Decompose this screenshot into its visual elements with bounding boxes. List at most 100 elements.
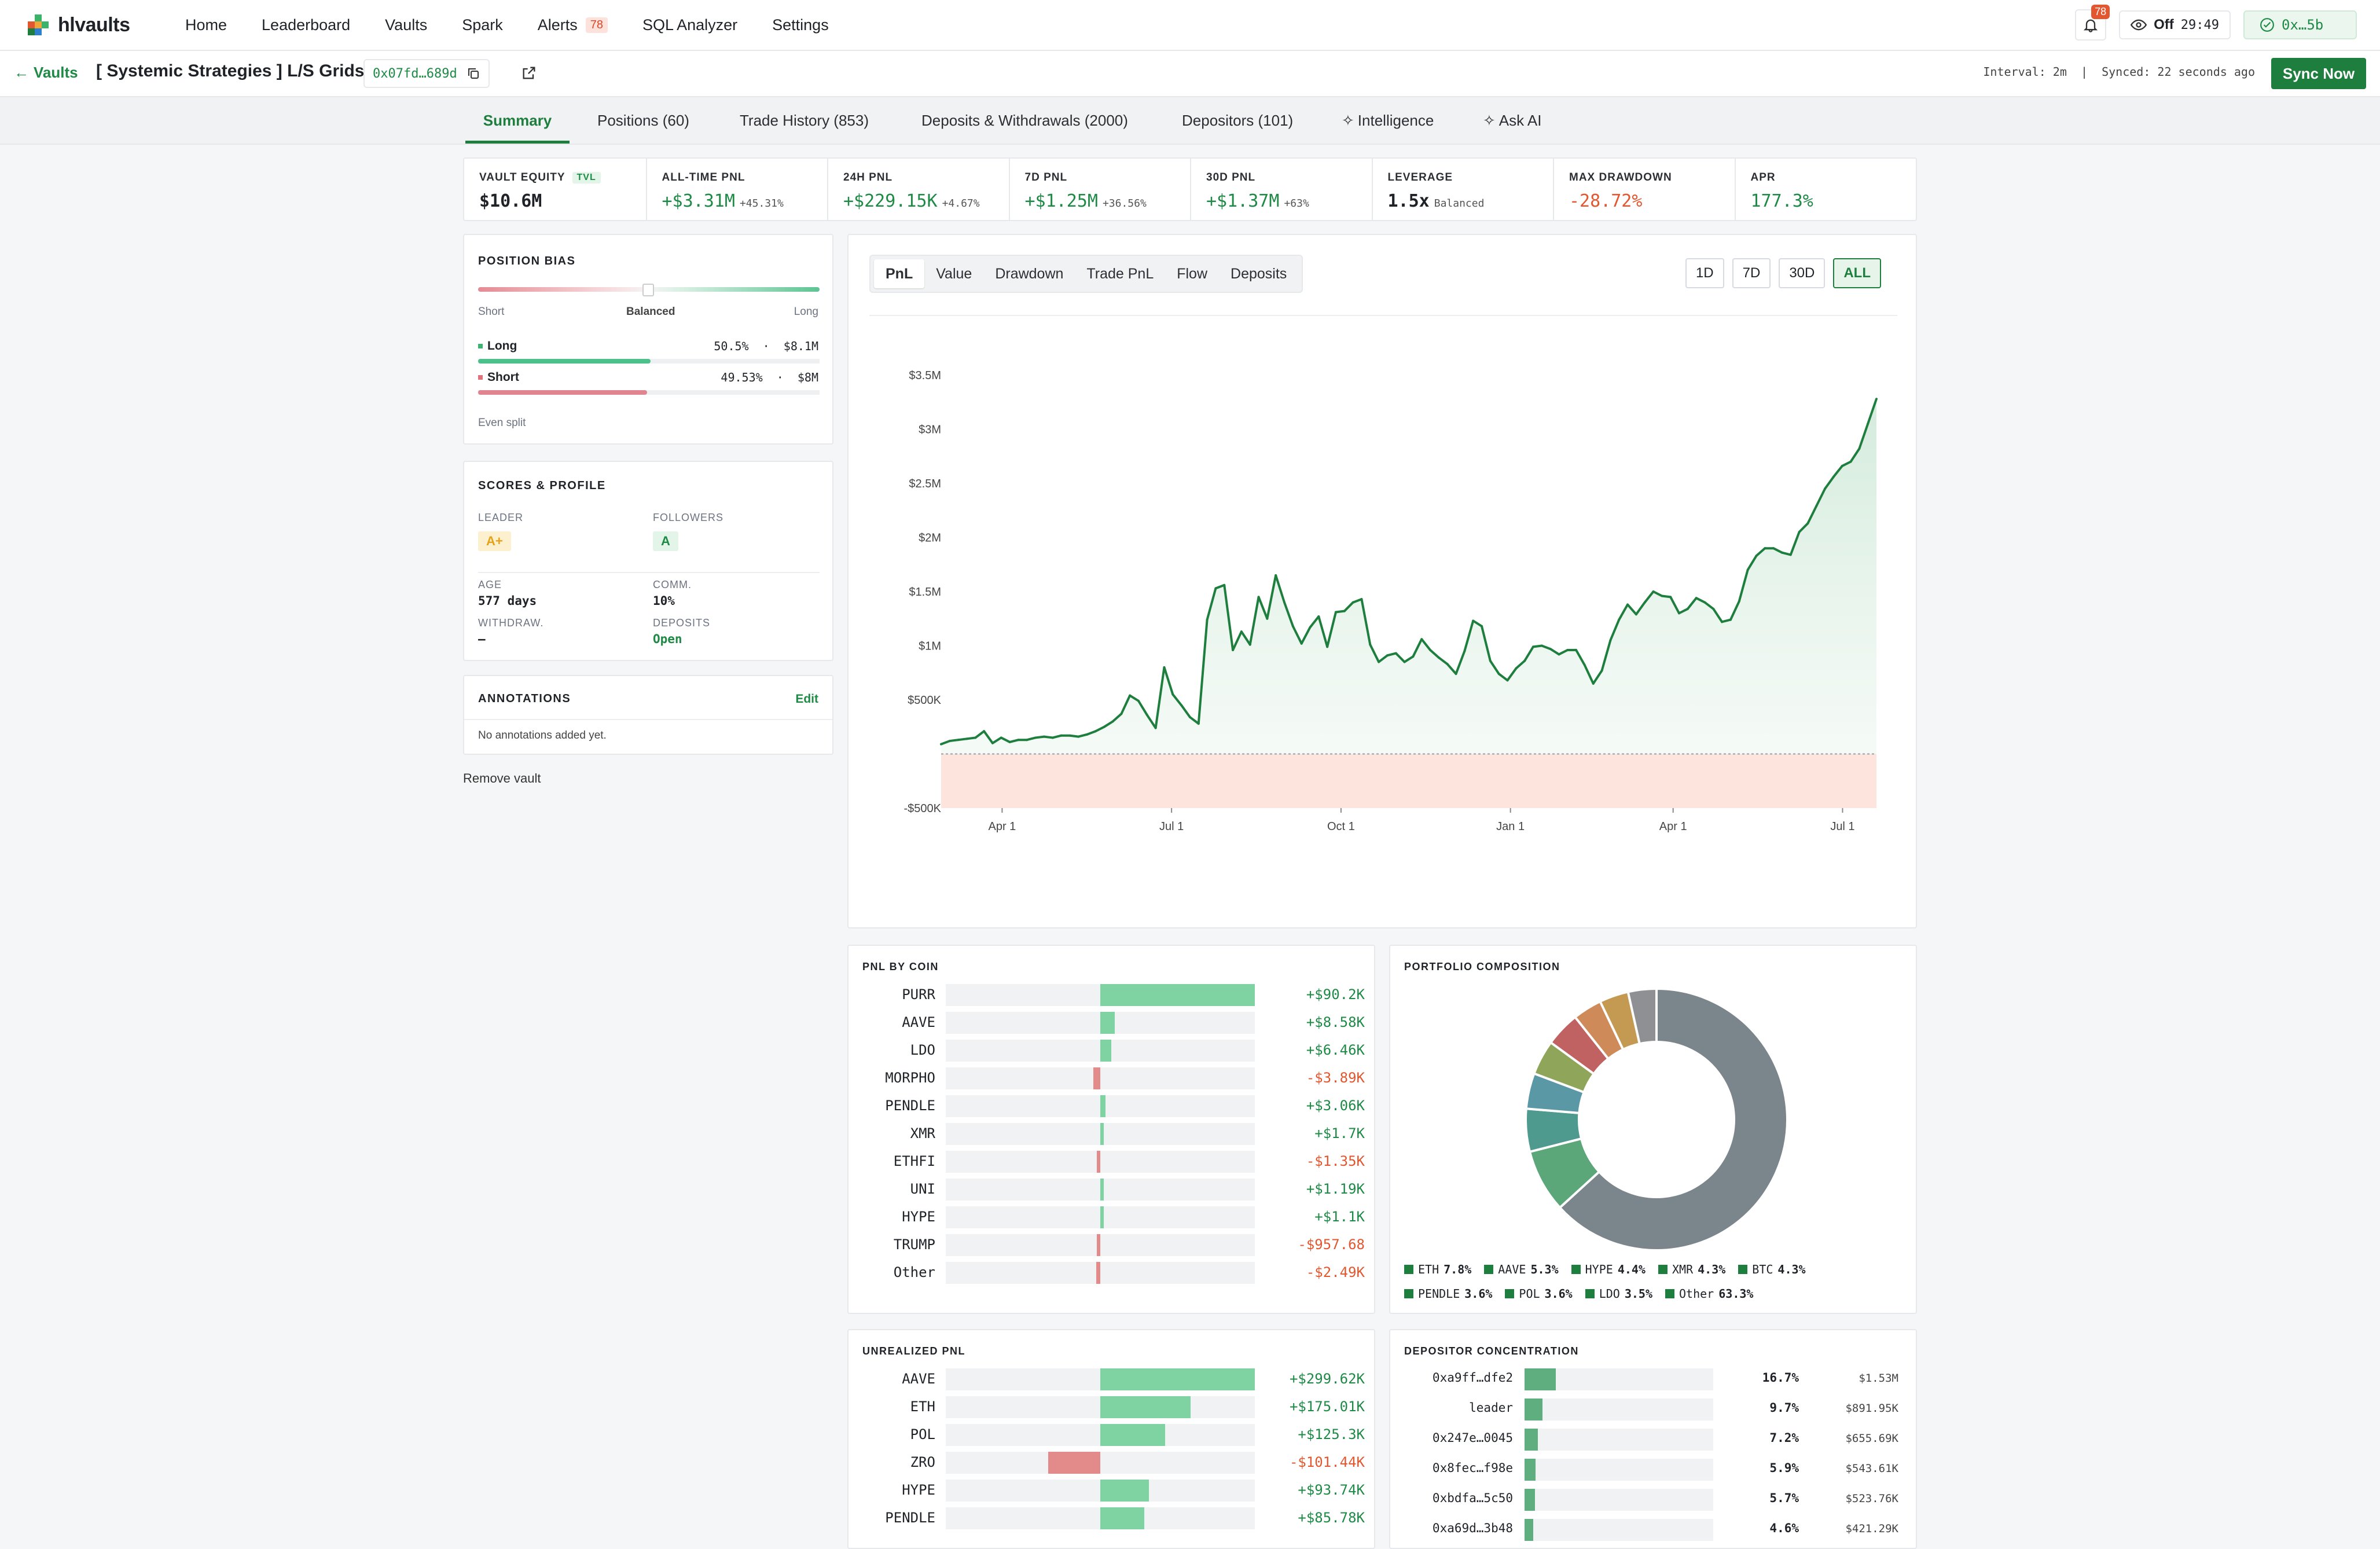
range-1d-button[interactable]: 1D: [1685, 258, 1724, 288]
vault-address: 0x07fd…689d: [363, 59, 490, 88]
unrealized-row: ETH +$175.01K: [910, 1394, 1365, 1419]
stat-value-text: 177.3%: [1750, 191, 1813, 211]
pnl-line-segment: [1300, 626, 1312, 645]
coin-label: TRUMP: [893, 1236, 935, 1253]
coin-label: ETH: [910, 1398, 935, 1415]
pnl-line-segment: [1326, 611, 1337, 648]
remove-vault-link[interactable]: Remove vault: [463, 771, 541, 785]
depositor-name[interactable]: 0x8fec…f98e: [1432, 1461, 1513, 1475]
nav-link-alerts[interactable]: Alerts 78: [538, 16, 608, 34]
tab-intelligence[interactable]: ✧ Intelligence: [1342, 97, 1434, 144]
tab-ask-ai[interactable]: ✧ Ask AI: [1483, 97, 1542, 144]
tab-positions[interactable]: Positions (60): [597, 111, 689, 129]
nav-link-home[interactable]: Home: [185, 16, 227, 34]
pnl-line-segment: [1643, 590, 1655, 604]
coin-label: PENDLE: [885, 1510, 935, 1526]
short-bar-track: [478, 390, 820, 395]
coin-label: UNI: [910, 1181, 935, 1197]
coin-value: +$3.06K: [1306, 1097, 1365, 1114]
nav-link-settings[interactable]: Settings: [772, 16, 829, 34]
coin-label: ETHFI: [893, 1153, 935, 1169]
pnl-line-segment: [1780, 551, 1792, 556]
notifications-button[interactable]: 78: [2075, 5, 2110, 41]
bar-fill: [1096, 1262, 1100, 1284]
nav-link-vaults[interactable]: Vaults: [385, 16, 428, 34]
tab-depositors[interactable]: Depositors (101): [1182, 111, 1294, 129]
depositor-name[interactable]: leader: [1469, 1401, 1513, 1415]
pnl-line-segment: [1343, 601, 1354, 612]
short-value: 49.53% · $8M: [721, 370, 818, 384]
position-bias-title: POSITION BIAS: [478, 255, 576, 267]
depositor-name[interactable]: 0xbdfa…5c50: [1432, 1491, 1513, 1505]
nav-link-spark[interactable]: Spark: [462, 16, 503, 34]
annotations-edit-button[interactable]: Edit: [795, 692, 818, 706]
pnl-line-segment: [1120, 694, 1132, 715]
pnl-coin-row: UNI +$1.19K: [910, 1176, 1365, 1202]
tab-intelligence-label: Intelligence: [1357, 111, 1434, 129]
pnl-line-segment: [1489, 659, 1500, 676]
pnl-line-segment: [1669, 596, 1681, 615]
tab-deposits-withdrawals[interactable]: Deposits & Withdrawals (2000): [921, 111, 1128, 129]
range-7d-button[interactable]: 7D: [1732, 258, 1771, 288]
coin-value: +$175.01K: [1289, 1398, 1365, 1415]
chart-tab-deposits[interactable]: Deposits: [1231, 265, 1287, 282]
wallet-button[interactable]: 0x…5b: [2243, 10, 2357, 39]
depositor-name[interactable]: 0xa69d…3b48: [1432, 1521, 1513, 1535]
depositor-name[interactable]: 0x247e…0045: [1432, 1431, 1513, 1445]
stat-label: ALL-TIME PNL: [662, 171, 745, 184]
pnl-line-segment: [1806, 505, 1818, 525]
stat-value-text: 1.5x: [1387, 191, 1430, 211]
chart-tab-trade-pnl[interactable]: Trade PnL: [1086, 265, 1154, 282]
coin-value: +$93.74K: [1298, 1482, 1365, 1498]
pnl-line-segment: [1481, 625, 1492, 662]
bias-marker: [642, 284, 654, 296]
x-tick-label: Jan 1: [1496, 820, 1525, 833]
external-link-icon[interactable]: [521, 65, 537, 81]
pnl-line-segment: [1351, 598, 1363, 604]
coin-label: HYPE: [902, 1482, 935, 1498]
donut-slice-other[interactable]: [1558, 987, 1788, 1251]
chart-tab-value[interactable]: Value: [936, 265, 972, 282]
tab-summary[interactable]: Summary: [465, 97, 570, 144]
x-tick-label: Oct 1: [1327, 820, 1355, 833]
short-bar-fill: [478, 390, 648, 395]
back-to-vaults-link[interactable]: ← Vaults: [14, 64, 78, 82]
watch-timer: 29:49: [2180, 17, 2219, 32]
pnl-line-segment: [1695, 597, 1706, 604]
legend-pct: 3.5%: [1624, 1287, 1653, 1301]
depositor-share: 4.6%: [1769, 1521, 1799, 1535]
pnl-line-segment: [1394, 652, 1406, 663]
copy-icon[interactable]: [467, 67, 480, 80]
tab-trade-history[interactable]: Trade History (853): [740, 111, 869, 129]
pnl-by-coin-card: PNL BY COIN PURR +$90.2K AAVE +$8.58K LDO +$6…: [847, 945, 1375, 1314]
coin-value: -$1.35K: [1306, 1153, 1365, 1169]
stat-label: VAULT EQUITY TVL: [479, 171, 601, 184]
annotations-card: ANNOTATIONS Edit No annotations added ye…: [463, 675, 833, 755]
nav-link-sql-analyzer[interactable]: SQL Analyzer: [642, 16, 738, 34]
donut-slice-ldo[interactable]: [1626, 987, 1658, 1045]
pnl-line-segment: [1145, 714, 1157, 729]
leader-grade-badge: A+: [478, 531, 511, 551]
pnl-coin-row: AAVE +$8.58K: [902, 1010, 1365, 1035]
long-value: 50.5% · $8.1M: [714, 339, 818, 353]
sync-now-button[interactable]: Sync Now: [2271, 58, 2366, 89]
depositor-bar-fill: [1525, 1368, 1556, 1390]
bar-fill: [1100, 1206, 1104, 1228]
legend-name: HYPE: [1585, 1262, 1613, 1276]
bar-fill: [1097, 1151, 1100, 1173]
eye-icon: [2131, 19, 2147, 31]
wallet-address: 0x…5b: [2282, 17, 2324, 33]
range-30d-button[interactable]: 30D: [1779, 258, 1826, 288]
depositor-name[interactable]: 0xa9ff…dfe2: [1432, 1371, 1513, 1385]
nav-link-leaderboard[interactable]: Leaderboard: [262, 16, 351, 34]
bar-track: [946, 1067, 1255, 1089]
range-all-button[interactable]: ALL: [1833, 258, 1881, 288]
chart-tab-flow[interactable]: Flow: [1177, 265, 1208, 282]
logo[interactable]: hlvaults: [28, 13, 130, 37]
pnl-line-segment: [1540, 644, 1552, 651]
chart-tab-drawdown[interactable]: Drawdown: [995, 265, 1064, 282]
watch-toggle[interactable]: Off 29:49: [2119, 10, 2231, 39]
short-label: Short: [487, 370, 519, 384]
pnl-line-segment: [1257, 596, 1269, 620]
chart-tab-pnl[interactable]: PnL: [874, 259, 925, 288]
